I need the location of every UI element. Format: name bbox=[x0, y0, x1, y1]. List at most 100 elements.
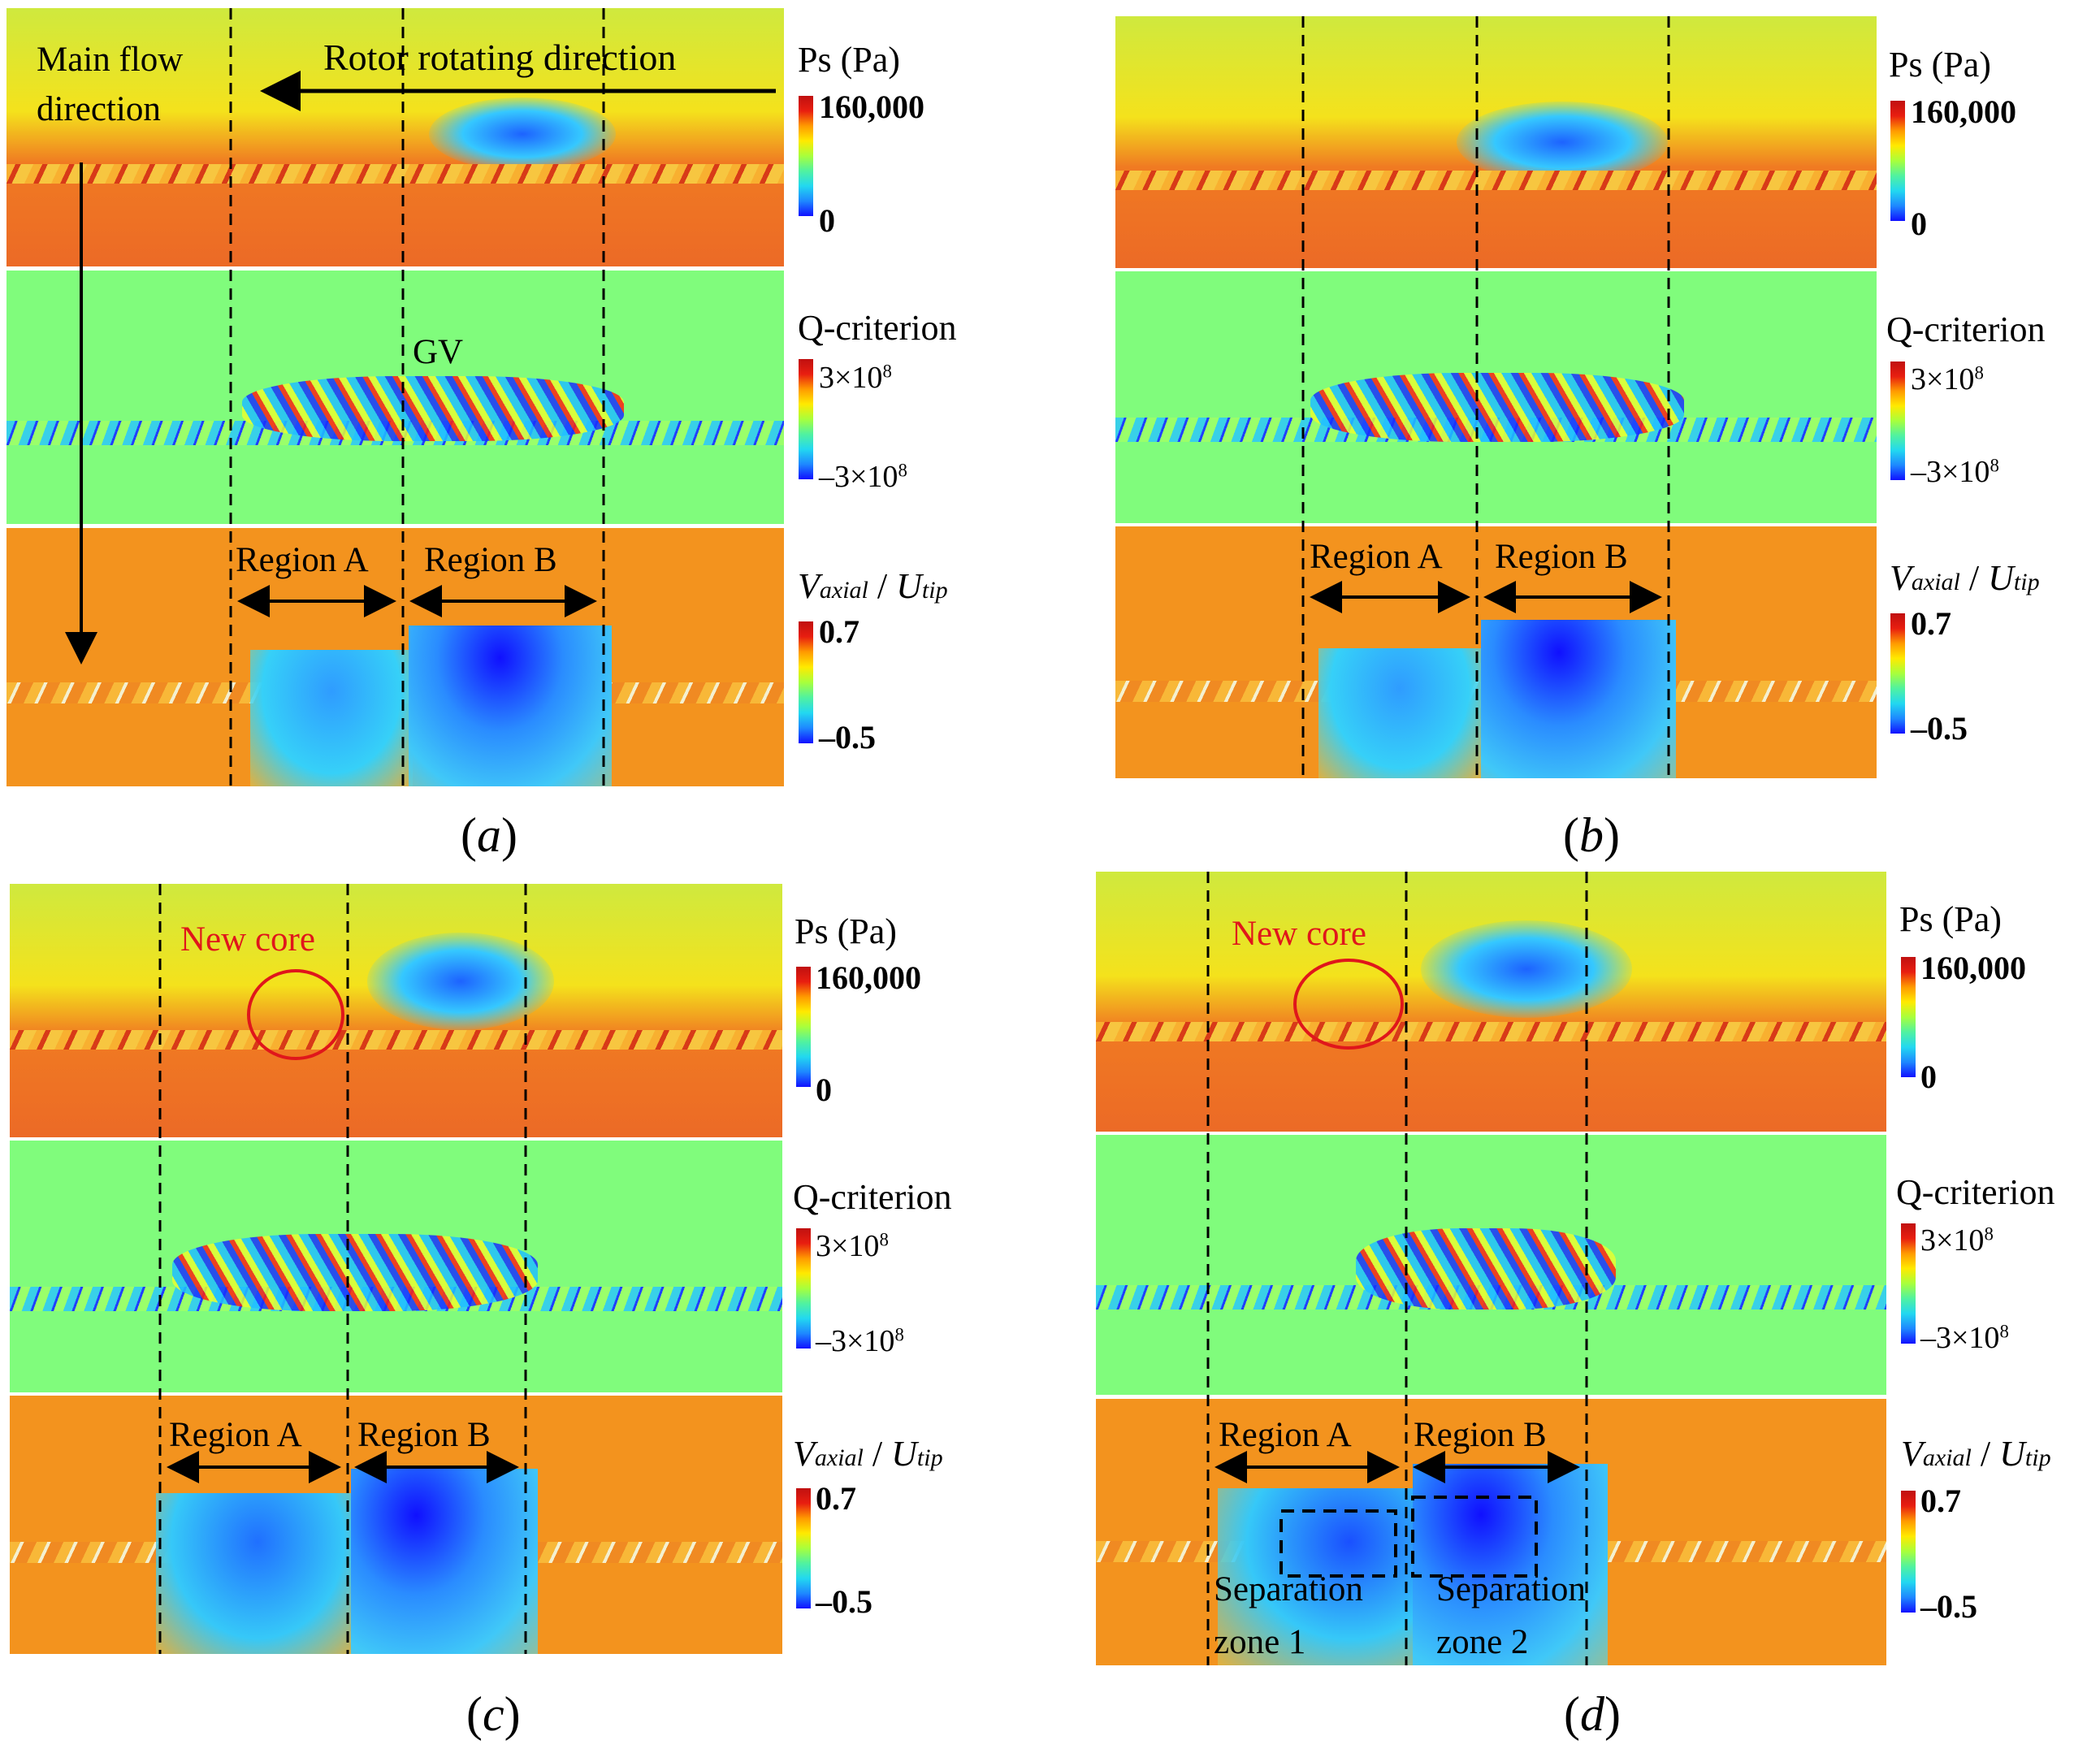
ps-min: 0 bbox=[816, 1071, 832, 1108]
ps-contour bbox=[1096, 872, 1886, 1132]
low-pressure-zone bbox=[1457, 102, 1668, 183]
vaxial-contour bbox=[1115, 526, 1877, 778]
vaxial-colorbar bbox=[796, 1488, 811, 1608]
q-contour bbox=[10, 1141, 782, 1392]
ps-legend-title: Ps (Pa) bbox=[795, 911, 897, 951]
vaxial-contour bbox=[6, 528, 784, 786]
caption-d: (d) bbox=[1564, 1687, 1621, 1741]
panel-a bbox=[6, 0, 1022, 877]
ps-contour bbox=[6, 8, 784, 266]
vaxial-max: 0.7 bbox=[816, 1480, 856, 1517]
region-a-label: Region A bbox=[1310, 538, 1443, 576]
reverse-flow-zone-b bbox=[351, 1469, 538, 1654]
q-colorbar bbox=[796, 1228, 811, 1349]
vaxial-legend-title: Vaxial / Utip bbox=[1901, 1434, 2051, 1474]
low-pressure-zone bbox=[1421, 920, 1632, 1018]
ps-legend-title: Ps (Pa) bbox=[1899, 899, 2002, 939]
vaxial-contour bbox=[10, 1396, 782, 1654]
reverse-flow-zone-b bbox=[409, 626, 612, 786]
ps-contour bbox=[1115, 16, 1877, 268]
ps-legend-title: Ps (Pa) bbox=[798, 40, 900, 80]
blade-row bbox=[1115, 171, 1877, 190]
vaxial-max: 0.7 bbox=[1911, 605, 1951, 642]
ps-min: 0 bbox=[1911, 206, 1927, 242]
q-colorbar bbox=[1901, 1223, 1916, 1344]
region-a-label: Region A bbox=[1219, 1416, 1352, 1454]
vaxial-min: –0.5 bbox=[819, 719, 876, 755]
rotor-direction-label: Rotor rotating direction bbox=[323, 37, 677, 78]
ps-max: 160,000 bbox=[1911, 93, 2016, 130]
reverse-flow-zone-a bbox=[156, 1493, 359, 1654]
caption-a: (a) bbox=[461, 808, 517, 862]
q-legend-title: Q-criterion bbox=[793, 1177, 952, 1217]
blade-row bbox=[10, 1030, 782, 1050]
q-max: 3×108 bbox=[819, 361, 892, 395]
q-contour bbox=[1096, 1135, 1886, 1395]
q-legend-title: Q-criterion bbox=[1896, 1172, 2055, 1212]
q-contour bbox=[1115, 271, 1877, 523]
region-a-label: Region A bbox=[169, 1416, 302, 1454]
reverse-flow-zone-a bbox=[250, 650, 413, 786]
reverse-flow-zone-a bbox=[1218, 1488, 1437, 1665]
vaxial-legend-title: Vaxial / Utip bbox=[793, 1434, 943, 1474]
vaxial-min: –0.5 bbox=[816, 1583, 872, 1620]
caption-c: (c) bbox=[466, 1687, 521, 1741]
q-legend-title: Q-criterion bbox=[1886, 310, 2046, 349]
ps-min: 0 bbox=[1920, 1058, 1937, 1095]
panel-b bbox=[1115, 16, 1877, 778]
caption-b: (b) bbox=[1563, 808, 1620, 862]
q-colorbar bbox=[799, 359, 813, 479]
vaxial-min: –0.5 bbox=[1920, 1588, 1977, 1625]
vaxial-max: 0.7 bbox=[1920, 1483, 1961, 1519]
gv-label: GV bbox=[413, 333, 464, 371]
ps-contour bbox=[10, 884, 782, 1137]
vaxial-contour bbox=[1096, 1399, 1886, 1665]
q-legend-title: Q-criterion bbox=[798, 308, 957, 348]
separation-zone-2-label: Separation zone 2 bbox=[1436, 1570, 1586, 1661]
ps-legend-title: Ps (Pa) bbox=[1889, 45, 1991, 84]
vaxial-colorbar bbox=[1901, 1491, 1916, 1613]
q-max: 3×108 bbox=[1920, 1223, 1994, 1258]
vortex-cluster bbox=[1356, 1228, 1616, 1310]
q-min: –3×108 bbox=[1911, 455, 1999, 489]
separation-zone-1-label: Separation zone 1 bbox=[1214, 1570, 1363, 1661]
vaxial-max: 0.7 bbox=[819, 613, 859, 650]
vortex-cluster bbox=[1310, 373, 1684, 442]
q-max: 3×108 bbox=[816, 1229, 889, 1263]
new-core-ellipse-d bbox=[1293, 959, 1404, 1050]
ps-max: 160,000 bbox=[1920, 950, 2026, 986]
region-a-label: Region A bbox=[236, 541, 369, 579]
ps-colorbar bbox=[1901, 957, 1916, 1077]
region-dashed-lines bbox=[158, 8, 1670, 1665]
separation-zone-boxes bbox=[1279, 1496, 1538, 1578]
q-min: –3×108 bbox=[1920, 1321, 2009, 1355]
q-min: –3×108 bbox=[816, 1324, 904, 1358]
blade-row bbox=[1096, 1022, 1886, 1041]
ps-colorbar bbox=[1890, 101, 1905, 221]
low-pressure-zone bbox=[367, 933, 554, 1030]
region-arrows bbox=[167, 581, 1662, 1483]
blade-row bbox=[6, 164, 784, 184]
region-b-label: Region B bbox=[357, 1416, 491, 1454]
ps-max: 160,000 bbox=[819, 89, 924, 125]
q-max: 3×108 bbox=[1911, 362, 1984, 396]
ps-max: 160,000 bbox=[816, 959, 921, 996]
main-flow-label: Main flow direction bbox=[37, 41, 184, 128]
panel-c bbox=[10, 884, 782, 1654]
region-b-label: Region B bbox=[424, 541, 557, 579]
low-pressure-zone bbox=[429, 97, 616, 171]
reverse-flow-zone-a bbox=[1318, 648, 1481, 778]
vortex-cluster bbox=[172, 1234, 538, 1311]
region-b-label: Region B bbox=[1414, 1416, 1547, 1454]
region-b-label: Region B bbox=[1495, 538, 1628, 576]
vaxial-legend-title: Vaxial / Utip bbox=[1890, 558, 2040, 598]
q-colorbar bbox=[1890, 361, 1905, 480]
vaxial-colorbar bbox=[1890, 613, 1905, 734]
q-min: –3×108 bbox=[819, 460, 907, 494]
new-core-label: New core bbox=[1232, 915, 1366, 953]
q-contour bbox=[6, 271, 784, 524]
ps-colorbar bbox=[796, 967, 811, 1087]
ps-colorbar bbox=[799, 96, 813, 216]
